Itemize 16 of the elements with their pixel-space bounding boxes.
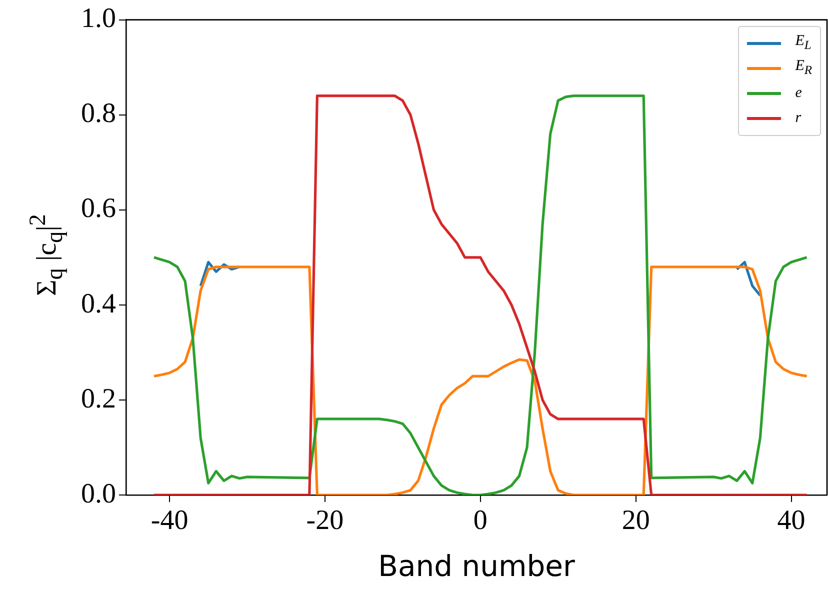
legend-label: r — [795, 110, 802, 127]
x-tick-label: 20 — [622, 505, 650, 536]
y-tick-label: 0.6 — [81, 193, 116, 224]
y-tick-label: 0.4 — [81, 288, 116, 320]
legend-label: E$_{R}$ — [795, 58, 812, 78]
y-tick-label: 0.8 — [81, 98, 116, 130]
legend-label: e — [795, 84, 802, 102]
x-tick-label: 0 — [473, 505, 488, 536]
x-axis-title: Band number — [378, 549, 575, 584]
y-tick-label: 1.0 — [81, 3, 116, 34]
x-tick-label: 40 — [777, 505, 806, 536]
legend-label: E$_{L}$ — [795, 33, 812, 54]
y-tick-label: 0.2 — [81, 383, 116, 414]
x-tick-label: -40 — [150, 505, 188, 536]
y-tick-label: 0.0 — [81, 478, 116, 510]
x-tick-label: -20 — [306, 505, 344, 536]
